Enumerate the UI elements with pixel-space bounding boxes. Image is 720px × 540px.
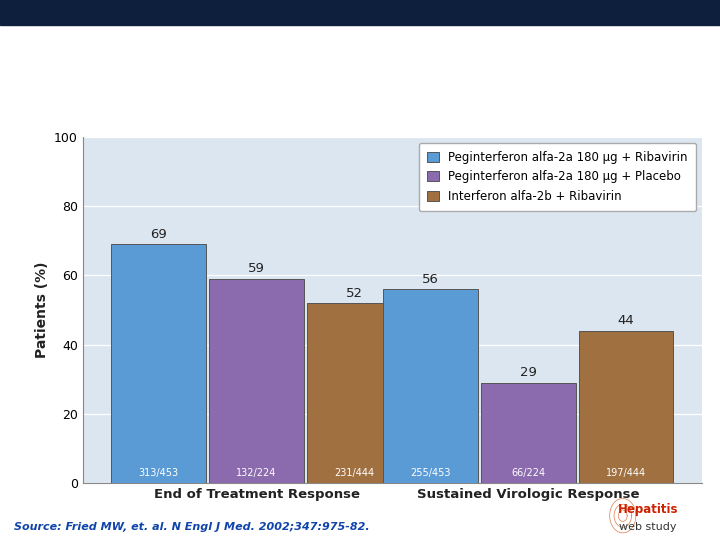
Bar <box>0 0 720 25</box>
Text: Peginterferon alfa-2a + Ribavirin for Chronic HCV: Peginterferon alfa-2a + Ribavirin for Ch… <box>98 29 622 48</box>
Text: 52: 52 <box>346 287 363 300</box>
Text: 59: 59 <box>248 262 265 275</box>
Text: Hepatitis: Hepatitis <box>618 503 678 516</box>
Bar <box>210 279 304 483</box>
Bar <box>383 289 478 483</box>
Text: Response after 48 Weeks of Treatment: Response after 48 Weeks of Treatment <box>184 111 536 126</box>
Text: 255/453: 255/453 <box>410 468 451 478</box>
Text: web study: web study <box>619 522 677 532</box>
Text: 56: 56 <box>422 273 439 286</box>
Bar <box>307 303 402 483</box>
Text: 132/224: 132/224 <box>236 468 276 478</box>
Text: 66/224: 66/224 <box>511 468 545 478</box>
Bar <box>112 244 206 483</box>
Text: 44: 44 <box>618 314 634 327</box>
Text: 69: 69 <box>150 228 167 241</box>
Text: Results: Results <box>321 65 399 84</box>
Bar <box>481 383 575 483</box>
Y-axis label: Patients (%): Patients (%) <box>35 262 48 358</box>
Text: 231/444: 231/444 <box>334 468 374 478</box>
Text: 29: 29 <box>520 366 536 379</box>
Bar <box>579 331 673 483</box>
Legend: Peginterferon alfa-2a 180 μg + Ribavirin, Peginterferon alfa-2a 180 μg + Placebo: Peginterferon alfa-2a 180 μg + Ribavirin… <box>419 143 696 211</box>
Text: 197/444: 197/444 <box>606 468 646 478</box>
Text: Source: Fried MW, et. al. N Engl J Med. 2002;347:975-82.: Source: Fried MW, et. al. N Engl J Med. … <box>14 522 370 532</box>
Text: 313/453: 313/453 <box>139 468 179 478</box>
